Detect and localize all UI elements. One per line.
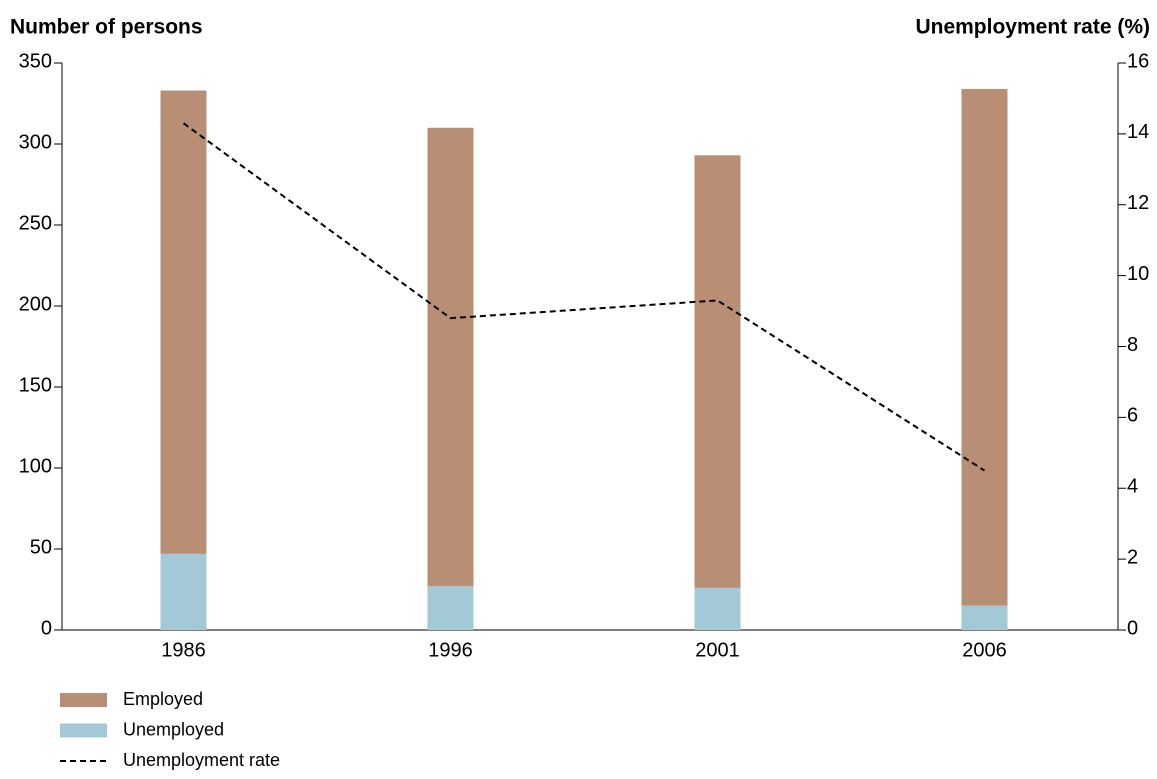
bar-segment <box>961 88 1008 606</box>
y-tick-label: 300 <box>19 131 52 153</box>
bar-segment <box>160 90 207 554</box>
y-tick-label: 50 <box>30 536 52 558</box>
y-axis-title: Number of persons <box>10 16 203 39</box>
bar-segment <box>694 155 741 588</box>
x-tick-label: 2001 <box>695 639 740 661</box>
legend-label: Unemployment rate <box>123 750 280 770</box>
legend-label: Unemployed <box>123 719 224 739</box>
legend-swatch <box>60 693 107 707</box>
bar-segment <box>427 127 474 587</box>
x-tick-label: 1986 <box>161 639 206 661</box>
y2-tick-label: 14 <box>1127 121 1149 143</box>
y-tick-label: 0 <box>41 617 52 639</box>
y2-tick-label: 0 <box>1127 617 1138 639</box>
y2-tick-label: 12 <box>1127 192 1149 214</box>
y2-tick-label: 4 <box>1127 476 1138 498</box>
y2-tick-label: 10 <box>1127 263 1149 285</box>
bar-segment <box>160 553 207 630</box>
y2-tick-label: 16 <box>1127 50 1149 72</box>
legend-swatch <box>60 723 107 738</box>
y-tick-label: 100 <box>19 455 52 477</box>
y2-tick-label: 8 <box>1127 334 1138 356</box>
y-tick-label: 200 <box>19 293 52 315</box>
x-tick-label: 1996 <box>428 639 473 661</box>
bar-segment <box>961 605 1008 630</box>
y2-axis-title: Unemployment rate (%) <box>915 16 1150 39</box>
y-tick-label: 350 <box>19 50 52 72</box>
y2-tick-label: 6 <box>1127 405 1138 427</box>
y-tick-label: 150 <box>19 374 52 396</box>
y-tick-label: 250 <box>19 212 52 234</box>
y2-tick-label: 2 <box>1127 546 1138 568</box>
legend-label: Employed <box>123 689 203 709</box>
rate-line <box>182 122 986 472</box>
bar-segment <box>427 586 474 630</box>
bar-segment <box>694 587 741 630</box>
x-tick-label: 2006 <box>962 639 1007 661</box>
